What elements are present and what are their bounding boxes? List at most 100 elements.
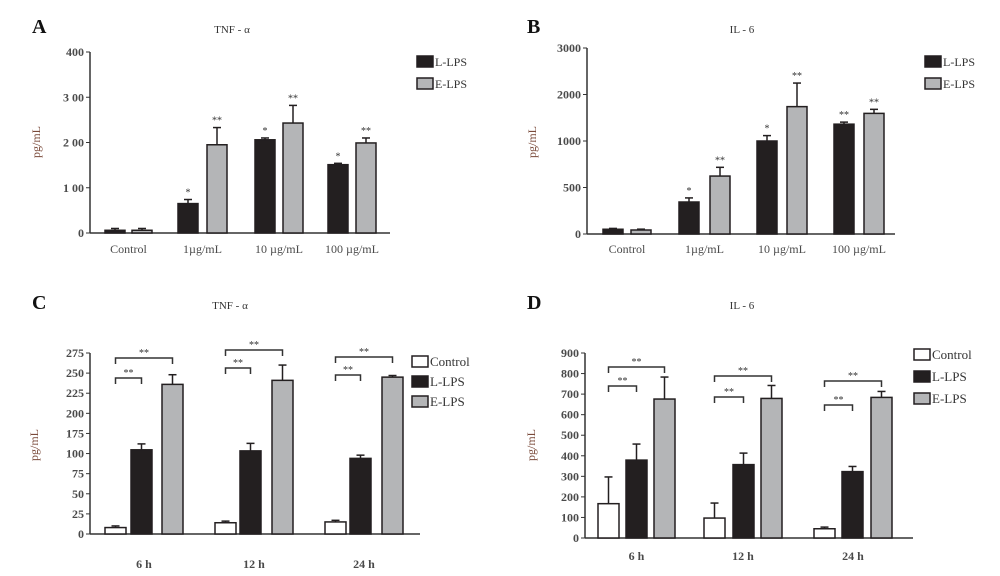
legend-label: Control [430,354,470,369]
legend-label: E-LPS [435,77,467,91]
significance-bracket [823,404,854,411]
panel-letter: A [32,16,47,38]
x-tick-label: 100 µg/mL [325,242,379,256]
significance-bracket [607,366,666,373]
bar-l-lps [678,201,700,235]
bar-e-lps [786,105,808,235]
bar-l-lps [239,450,262,535]
legend-swatch [913,370,931,383]
panel-letter: C [32,292,46,314]
bar-l-lps [349,457,372,535]
bar-control [104,526,127,535]
bar-e-lps [131,229,153,234]
chart-title: IL - 6 [730,300,755,312]
bar-e-lps [863,112,885,235]
significance-label: ** [139,348,149,359]
y-tick-label: 75 [72,467,84,481]
chart-title: TNF - α [214,24,250,36]
legend-swatch [411,395,429,408]
bar-control [813,528,836,539]
x-tick-label: 10 µg/mL [255,242,303,256]
bar-l-lps [177,202,199,234]
bar-e-lps [760,397,783,539]
legend-label: E-LPS [932,391,967,406]
significance-label: ** [249,340,259,351]
panel-letter: D [527,292,541,314]
significance-bracket [334,374,362,381]
legend-swatch [913,348,931,361]
significance-label: ** [212,116,222,127]
significance-label: ** [792,71,802,82]
significance-label: * [263,126,268,137]
legend-label: L-LPS [430,374,465,389]
y-tick-label: 25 [72,507,84,521]
bar-l-lps [841,470,864,539]
significance-bracket [713,375,773,382]
significance-label: ** [233,358,243,369]
x-tick-label: 24 h [353,557,375,571]
y-tick-label: 100 [561,510,579,524]
y-tick-label: 175 [66,426,84,440]
significance-label: ** [724,387,734,398]
legend-swatch [913,392,931,405]
bar-control [703,517,726,539]
significance-bracket [607,385,638,392]
y-tick-label: 0 [78,226,84,240]
panel-b: B IL - 6pg/mL0500100020003000Control***1µ… [525,16,975,256]
panel-d: D IL - 6 pg/mL 0 100 200 300 400 500 600 700 800 900… [524,292,972,563]
x-tick-label: Control [609,242,646,256]
significance-label: ** [359,347,369,358]
y-tick-label: 0 [78,527,84,541]
bar-l-lps [625,459,648,539]
y-tick-label: 2000 [557,88,581,102]
significance-bracket [114,377,143,384]
bar-e-lps [653,398,676,539]
significance-label: ** [848,371,858,382]
significance-label: ** [869,97,879,108]
bar-l-lps [732,463,755,539]
y-tick-label: 400 [561,449,579,463]
significance-bracket [823,380,883,387]
significance-bracket [224,367,252,374]
significance-label: ** [618,376,628,387]
legend-swatch [411,375,429,388]
legend-label: L-LPS [435,55,467,69]
bar-e-lps [381,376,404,535]
significance-label: ** [839,110,849,121]
legend-label: L-LPS [932,369,967,384]
bar-e-lps [630,229,652,235]
significance-label: ** [715,155,725,166]
bar-e-lps [161,383,184,535]
y-tick-label: 200 [561,490,579,504]
x-tick-label: 1µg/mL [685,242,724,256]
y-tick-label: 100 [66,447,84,461]
legend-swatch [416,77,434,90]
bar-control [324,521,347,535]
x-tick-label: 6 h [136,557,152,571]
legend-swatch [924,77,942,90]
legend-swatch [416,55,434,68]
significance-bracket [224,349,284,356]
bar-l-lps [130,449,153,535]
y-tick-label: 250 [66,366,84,380]
bar-l-lps [327,163,349,234]
y-tick-label: 800 [561,367,579,381]
y-tick-label: 225 [66,386,84,400]
y-tick-label: 1000 [557,134,581,148]
x-tick-label: 100 µg/mL [832,242,886,256]
y-axis-label: pg/mL [27,429,41,461]
bar-e-lps [355,142,377,234]
bar-e-lps [870,396,893,539]
significance-label: * [687,186,692,197]
bar-l-lps [756,140,778,235]
significance-bracket [713,396,745,403]
bar-control [214,521,237,535]
bar-l-lps [254,139,276,234]
bar-control [597,502,620,539]
legend-swatch [924,55,942,68]
x-tick-label: 24 h [842,549,864,563]
x-tick-label: 1µg/mL [183,242,222,256]
y-tick-label: 700 [561,387,579,401]
